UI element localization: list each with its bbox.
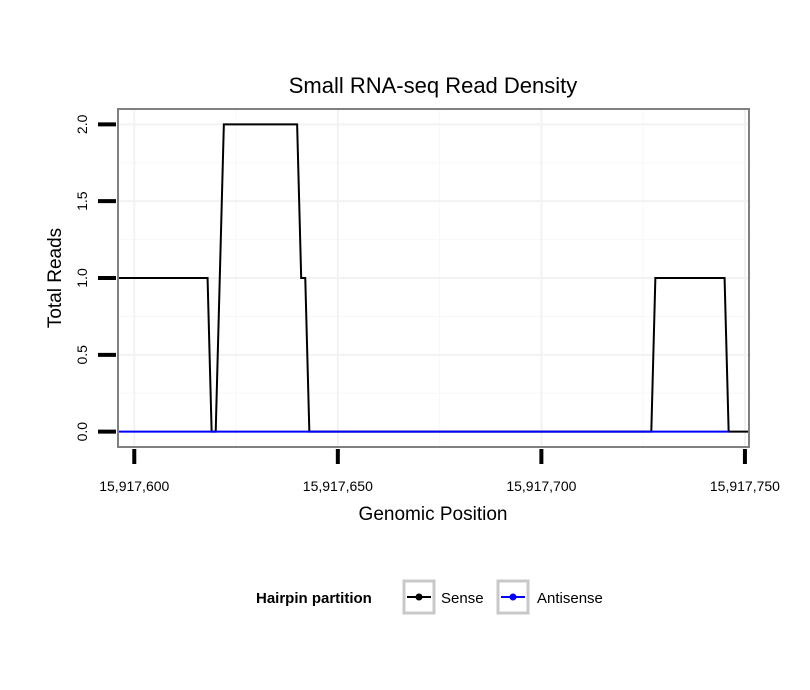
x-tick-label: 15,917,650 — [303, 478, 373, 494]
x-tick-label: 15,917,750 — [710, 478, 780, 494]
series-layer — [118, 123, 749, 433]
legend-item-antisense: Antisense — [496, 579, 603, 615]
y-tick-label: 0.0 — [74, 422, 90, 442]
x-axis-label: Genomic Position — [359, 504, 508, 525]
y-tick-label: 0.5 — [74, 345, 90, 365]
chart-title: Small RNA-seq Read Density — [289, 73, 578, 98]
x-tick-label: 15,917,600 — [99, 478, 169, 494]
y-axis-ticks: 0.0 0.5 1.0 1.5 2.0 — [74, 114, 116, 441]
legend-item-sense: Sense — [402, 579, 484, 615]
legend: Hairpin partition Sense Antisense — [256, 579, 603, 615]
y-axis-label: Total Reads — [45, 228, 66, 328]
y-tick-label: 1.5 — [74, 191, 90, 211]
x-axis-ticks: 15,917,600 15,917,650 15,917,700 15,917,750 — [99, 449, 780, 494]
y-tick-label: 1.0 — [74, 268, 90, 288]
legend-title: Hairpin partition — [256, 590, 372, 607]
legend-dot-sense — [415, 593, 423, 601]
plot-border — [117, 108, 750, 448]
x-tick-label: 15,917,700 — [506, 478, 576, 494]
y-tick-label: 2.0 — [74, 114, 90, 134]
legend-dot-antisense — [509, 593, 517, 601]
legend-label-antisense: Antisense — [537, 590, 603, 607]
legend-label-sense: Sense — [441, 590, 484, 607]
